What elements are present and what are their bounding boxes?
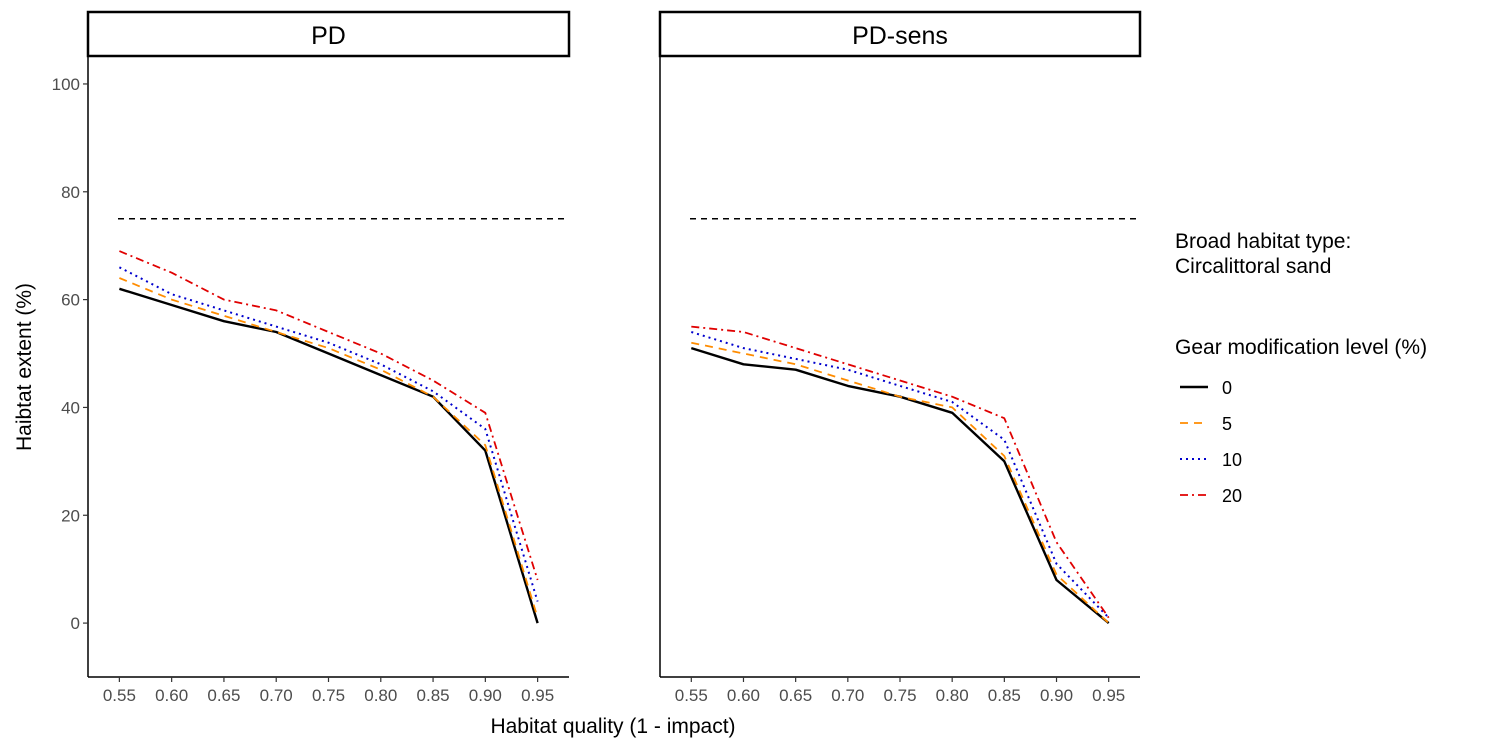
y-tick-label: 60 — [61, 291, 80, 310]
x-tick-label: 0.95 — [1092, 686, 1125, 705]
x-tick-label: 0.70 — [831, 686, 864, 705]
panels: PD 0 20 40 60 80 100 0.55 0.60 0.65 0.70 0.75 0.80 0.… — [52, 10, 1142, 705]
x-tick-label: 0.60 — [727, 686, 760, 705]
panel-title: PD — [311, 22, 346, 50]
panel-strip — [86, 10, 571, 58]
legend-habitat-label: Broad habitat type: — [1175, 230, 1351, 253]
x-axis-title: Habitat quality (1 - impact) — [490, 715, 735, 738]
legend-label-20: 20 — [1222, 486, 1242, 506]
series-line-0 — [119, 287, 539, 624]
x-tick-label: 0.65 — [207, 686, 240, 705]
series-line-0 — [690, 346, 1110, 625]
series-line-10 — [118, 266, 539, 602]
panel-pd-sens: PD-sens 0.55 0.60 0.65 0.70 0.75 0.80 0.85 0.90 0… — [658, 10, 1142, 705]
x-tick-label: 0.55 — [675, 686, 708, 705]
y-axis-title: Haibtat extent (%) — [13, 283, 36, 451]
legend: Broad habitat type: Circalittoral sand G… — [1175, 230, 1427, 506]
y-tick-label: 40 — [61, 398, 80, 417]
y-tick-label: 80 — [61, 183, 80, 202]
panel-strip — [658, 10, 1142, 58]
legend-keys: 0 5 10 20 — [1180, 378, 1242, 506]
x-tick-label: 0.60 — [155, 686, 188, 705]
panel-pd: PD 0 20 40 60 80 100 0.55 0.60 0.65 0.70 0.75 0.80 0.… — [52, 10, 571, 705]
series-line-20 — [691, 325, 1110, 619]
legend-gear-title: Gear modification level (%) — [1175, 336, 1427, 359]
x-tick-label: 0.85 — [417, 686, 450, 705]
x-tick-label: 0.90 — [469, 686, 502, 705]
x-tick-label: 0.70 — [260, 686, 293, 705]
x-tick-label: 0.65 — [779, 686, 812, 705]
x-tick-label: 0.75 — [312, 686, 345, 705]
x-tick-label: 0.85 — [988, 686, 1021, 705]
series-line-5 — [691, 341, 1110, 624]
x-tick-label: 0.90 — [1040, 686, 1073, 705]
y-tick-label: 100 — [52, 75, 80, 94]
legend-label-5: 5 — [1222, 414, 1232, 434]
x-tick-label: 0.80 — [364, 686, 397, 705]
series-line-20 — [119, 250, 539, 581]
legend-label-0: 0 — [1222, 378, 1232, 398]
y-tick-label: 20 — [61, 506, 80, 525]
legend-habitat-value: Circalittoral sand — [1175, 255, 1331, 278]
x-tick-label: 0.75 — [883, 686, 916, 705]
legend-label-10: 10 — [1222, 450, 1242, 470]
panel-title: PD-sens — [852, 22, 948, 50]
x-tick-label: 0.80 — [936, 686, 969, 705]
x-tick-label: 0.55 — [103, 686, 136, 705]
series-line-5 — [119, 277, 539, 618]
series-line-10 — [691, 331, 1110, 619]
x-tick-label: 0.95 — [521, 686, 554, 705]
y-tick-label: 0 — [71, 614, 80, 633]
